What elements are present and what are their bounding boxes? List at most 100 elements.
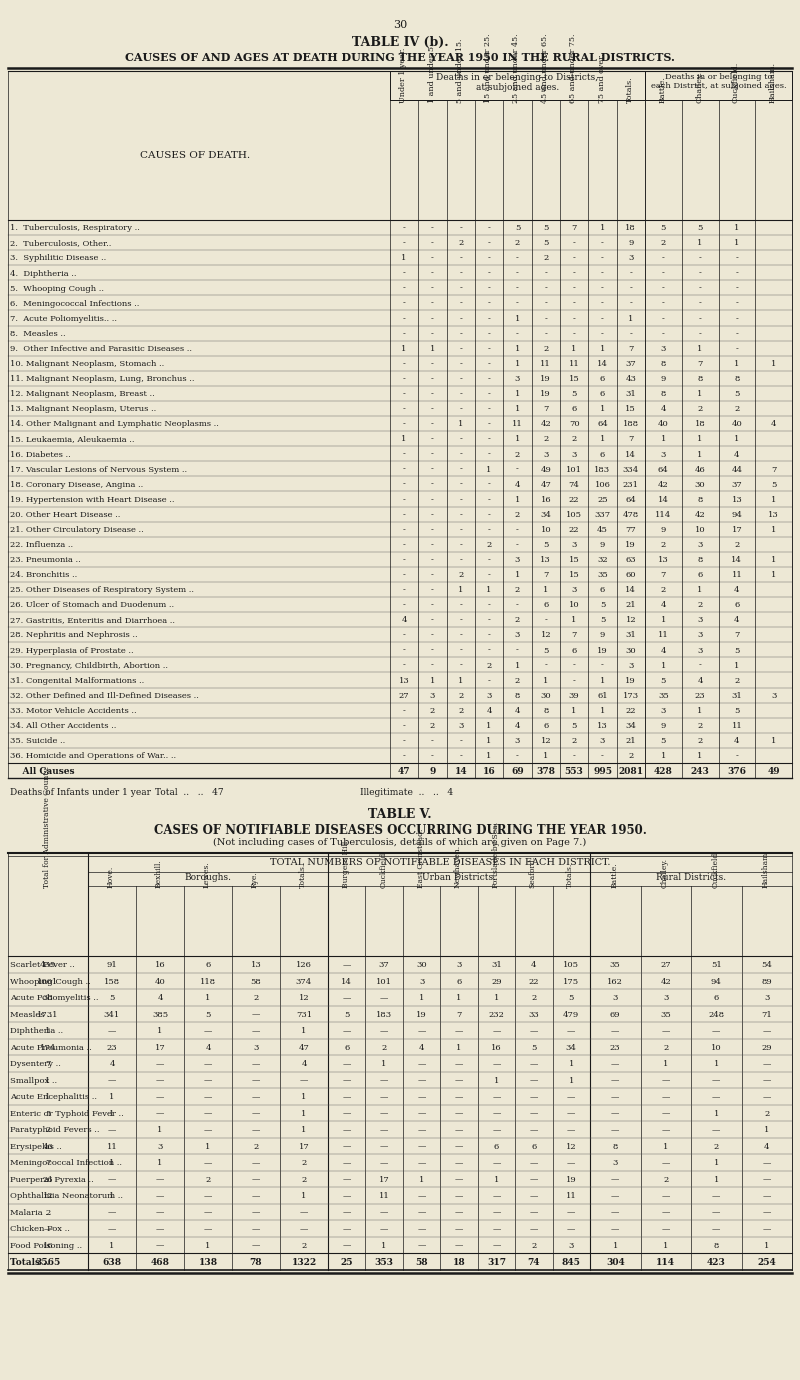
Text: 1: 1 — [543, 676, 549, 684]
Text: 183: 183 — [594, 465, 610, 473]
Text: 3: 3 — [698, 617, 703, 624]
Text: 14. Other Malignant and Lymphatic Neoplasms ..: 14. Other Malignant and Lymphatic Neopla… — [10, 421, 219, 428]
Text: -: - — [735, 752, 738, 760]
Text: 12: 12 — [541, 737, 551, 745]
Text: —: — — [342, 1143, 351, 1151]
Text: -: - — [431, 647, 434, 654]
Text: 3: 3 — [515, 375, 520, 384]
Text: 34: 34 — [566, 1043, 577, 1052]
Text: -: - — [488, 632, 490, 639]
Text: 37: 37 — [731, 480, 742, 489]
Text: -: - — [573, 284, 576, 293]
Text: 18. Coronary Disease, Angina ..: 18. Coronary Disease, Angina .. — [10, 480, 143, 489]
Text: -: - — [402, 391, 406, 399]
Text: —: — — [530, 1225, 538, 1234]
Text: 37: 37 — [378, 960, 390, 969]
Text: 9: 9 — [430, 767, 436, 776]
Text: Chailey.: Chailey. — [695, 70, 703, 104]
Text: —: — — [204, 1076, 212, 1085]
Text: 1: 1 — [600, 406, 605, 413]
Text: —: — — [418, 1110, 426, 1118]
Text: -: - — [488, 375, 490, 384]
Text: —: — — [530, 1076, 538, 1085]
Text: 232: 232 — [489, 1010, 504, 1018]
Text: 138: 138 — [198, 1257, 218, 1267]
Text: -: - — [516, 465, 519, 473]
Text: —: — — [252, 1110, 260, 1118]
Text: —: — — [252, 1192, 260, 1201]
Text: 105: 105 — [566, 511, 582, 519]
Text: Bexhill.: Bexhill. — [155, 860, 163, 887]
Text: 1: 1 — [46, 1076, 50, 1085]
Text: 1: 1 — [515, 436, 520, 443]
Text: 1: 1 — [571, 617, 577, 624]
Text: 2: 2 — [515, 676, 520, 684]
Text: 6: 6 — [600, 586, 605, 595]
Text: 5 and under 15.: 5 and under 15. — [456, 39, 464, 104]
Text: 4: 4 — [110, 1060, 114, 1068]
Text: -: - — [488, 254, 490, 262]
Text: —: — — [342, 960, 351, 969]
Text: —: — — [455, 1126, 463, 1134]
Text: 1: 1 — [515, 360, 520, 368]
Text: 75 and over.: 75 and over. — [598, 54, 606, 104]
Text: 3: 3 — [698, 632, 703, 639]
Text: 353: 353 — [374, 1257, 394, 1267]
Text: -: - — [488, 617, 490, 624]
Text: -: - — [431, 571, 434, 580]
Text: -: - — [402, 375, 406, 384]
Text: 7: 7 — [698, 360, 703, 368]
Text: 1: 1 — [734, 436, 739, 443]
Text: 1: 1 — [771, 526, 776, 534]
Text: 4: 4 — [158, 994, 162, 1002]
Text: 58: 58 — [415, 1257, 428, 1267]
Text: (Not including cases of Tuberculosis, details of which are given on Page 7.): (Not including cases of Tuberculosis, de… — [214, 838, 586, 847]
Text: 14: 14 — [597, 360, 608, 368]
Text: -: - — [402, 480, 406, 489]
Text: 1: 1 — [158, 1159, 162, 1167]
Text: 49: 49 — [540, 465, 551, 473]
Text: -: - — [459, 556, 462, 564]
Text: 1: 1 — [458, 421, 463, 428]
Text: 4: 4 — [734, 586, 740, 595]
Text: 9: 9 — [600, 541, 605, 549]
Text: 5: 5 — [515, 225, 520, 232]
Text: 1: 1 — [110, 1159, 114, 1167]
Text: 6: 6 — [600, 450, 605, 458]
Text: 2: 2 — [698, 406, 702, 413]
Text: 2: 2 — [382, 1043, 386, 1052]
Text: 2: 2 — [571, 737, 577, 745]
Text: —: — — [204, 1225, 212, 1234]
Text: 91: 91 — [106, 960, 118, 969]
Text: -: - — [459, 737, 462, 745]
Text: -: - — [516, 541, 519, 549]
Text: —: — — [455, 1143, 463, 1151]
Text: Deaths of Infants under 1 year: Deaths of Infants under 1 year — [10, 788, 151, 798]
Text: —: — — [530, 1192, 538, 1201]
Text: 1: 1 — [515, 315, 520, 323]
Text: -: - — [573, 752, 576, 760]
Text: 28. Nephritis and Nephrosis ..: 28. Nephritis and Nephrosis .. — [10, 632, 138, 639]
Text: —: — — [252, 1176, 260, 1184]
Text: -: - — [488, 495, 490, 504]
Text: 6: 6 — [600, 391, 605, 399]
Text: 3565: 3565 — [35, 1257, 61, 1267]
Text: —: — — [455, 1110, 463, 1118]
Text: —: — — [762, 1159, 771, 1167]
Text: 1: 1 — [771, 571, 776, 580]
Text: 3: 3 — [569, 1242, 574, 1249]
Text: 1: 1 — [402, 254, 407, 262]
Text: 1: 1 — [698, 239, 703, 247]
Text: —: — — [762, 1093, 771, 1101]
Text: 23: 23 — [695, 691, 706, 700]
Text: -: - — [601, 254, 604, 262]
Text: 5: 5 — [661, 737, 666, 745]
Text: 46: 46 — [694, 465, 706, 473]
Text: -: - — [402, 541, 406, 549]
Text: —: — — [342, 994, 351, 1002]
Text: 1: 1 — [600, 436, 605, 443]
Text: 17: 17 — [154, 1043, 166, 1052]
Text: -: - — [459, 495, 462, 504]
Text: —: — — [342, 1126, 351, 1134]
Text: 40: 40 — [731, 421, 742, 428]
